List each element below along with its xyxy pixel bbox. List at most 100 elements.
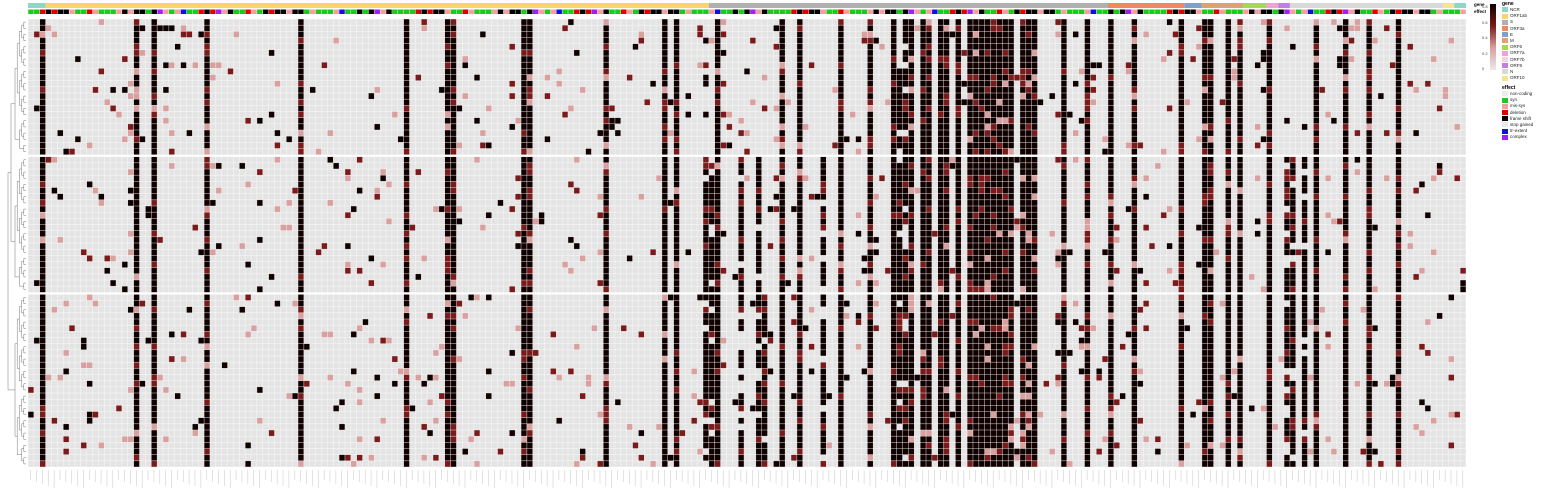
heatmap-cell (1025, 325, 1032, 332)
heatmap-cell (908, 319, 915, 326)
heatmap-cell (943, 74, 950, 81)
heatmap-cell (151, 130, 158, 137)
heatmap-cell (1025, 49, 1032, 56)
heatmap-cell (908, 261, 915, 268)
effect-cell (397, 9, 404, 14)
heatmap-cell (1025, 430, 1032, 437)
heatmap-cell (1166, 49, 1173, 56)
heatmap-cell (1002, 74, 1009, 81)
heatmap-cell (151, 319, 158, 326)
heatmap-cell (937, 206, 944, 213)
heatmap-cell (867, 224, 874, 231)
heatmap-cell (1008, 273, 1015, 280)
effect-cell (1049, 9, 1055, 14)
heatmap-cell (1289, 423, 1296, 430)
heatmap-cell (685, 111, 692, 118)
heatmap-cell (984, 261, 991, 268)
heatmap-cell (597, 249, 604, 256)
heatmap-cell (902, 187, 909, 194)
heatmap-cell (967, 49, 973, 56)
heatmap-cell (1225, 374, 1232, 381)
heatmap-cell (1342, 187, 1349, 194)
heatmap-cell (444, 93, 451, 100)
heatmap-cell (972, 442, 979, 449)
heatmap-cell (984, 243, 991, 250)
heatmap-cell (867, 349, 874, 356)
dendrogram-branch (23, 221, 26, 228)
heatmap-cell (403, 68, 410, 75)
heatmap-cell (1284, 436, 1290, 443)
heatmap-cell (820, 411, 827, 418)
heatmap-cell (1289, 249, 1296, 256)
heatmap-cell (39, 25, 46, 32)
heatmap-cell (204, 31, 210, 38)
heatmap-cell (890, 411, 897, 418)
heatmap-cell (1207, 319, 1214, 326)
heatmap-cell (1184, 442, 1191, 449)
heatmap-cell (444, 319, 451, 326)
heatmap-cell (955, 43, 962, 50)
heatmap-cell (204, 368, 210, 375)
heatmap-cell (1019, 74, 1026, 81)
heatmap-cell (1289, 212, 1296, 219)
heatmap-cell (796, 68, 803, 75)
heatmap-cell (702, 356, 709, 363)
heatmap-cell (908, 111, 915, 118)
heatmap-cell (996, 230, 1003, 237)
heatmap-cell (1201, 325, 1208, 332)
heatmap-cell (978, 86, 985, 93)
heatmap-cell (1307, 448, 1314, 455)
heatmap-cell (796, 294, 803, 301)
heatmap-cell (902, 343, 909, 350)
heatmap-cell (1084, 175, 1091, 182)
heatmap-cell (521, 423, 527, 430)
heatmap-cell (151, 19, 158, 26)
heatmap-cell (69, 148, 75, 155)
heatmap-cell (978, 19, 985, 26)
heatmap-cell (702, 111, 709, 118)
heatmap-cell (867, 80, 874, 87)
heatmap-cell (1207, 362, 1214, 369)
heatmap-cell (837, 273, 844, 280)
heatmap-cell (63, 423, 70, 430)
heatmap-cell (86, 417, 93, 424)
heatmap-cell (1002, 243, 1009, 250)
heatmap-cell (1201, 199, 1208, 206)
heatmap-cell (720, 267, 727, 274)
heatmap-cell (978, 169, 985, 176)
heatmap-cell (955, 436, 962, 443)
heatmap-cell (421, 25, 428, 32)
heatmap-cell (837, 136, 844, 143)
heatmap-cell (1061, 399, 1067, 406)
heatmap-cell (1008, 117, 1015, 124)
heatmap-cell (151, 249, 158, 256)
heatmap-cell (444, 218, 451, 225)
heatmap-cell (990, 454, 997, 461)
heatmap-cell (603, 230, 610, 237)
heatmap-cell (1031, 405, 1038, 412)
heatmap-cell (1107, 273, 1114, 280)
heatmap-cell (268, 430, 275, 437)
heatmap-cell (444, 169, 451, 176)
heatmap-cell (967, 294, 973, 301)
heatmap-cell (1107, 423, 1114, 430)
heatmap-cell (978, 93, 985, 100)
heatmap-cell (1184, 99, 1191, 106)
heatmap-cell (1366, 230, 1373, 237)
heatmap-cell (1225, 423, 1232, 430)
heatmap-cell (1178, 368, 1185, 375)
heatmap-cell (890, 430, 897, 437)
heatmap-cell (1061, 294, 1067, 301)
heatmap-cell (321, 243, 328, 250)
heatmap-cell (1031, 286, 1038, 293)
heatmap-cell (1025, 142, 1032, 149)
heatmap-cell (133, 423, 140, 430)
heatmap-cell (837, 362, 844, 369)
heatmap-cell (1301, 286, 1308, 293)
heatmap-cell (1061, 448, 1067, 455)
heatmap-cell (521, 454, 527, 461)
dendrogram-branch (23, 358, 26, 366)
heatmap-cell (1025, 86, 1032, 93)
heatmap-cell (1284, 273, 1290, 280)
heatmap-cell (972, 142, 979, 149)
